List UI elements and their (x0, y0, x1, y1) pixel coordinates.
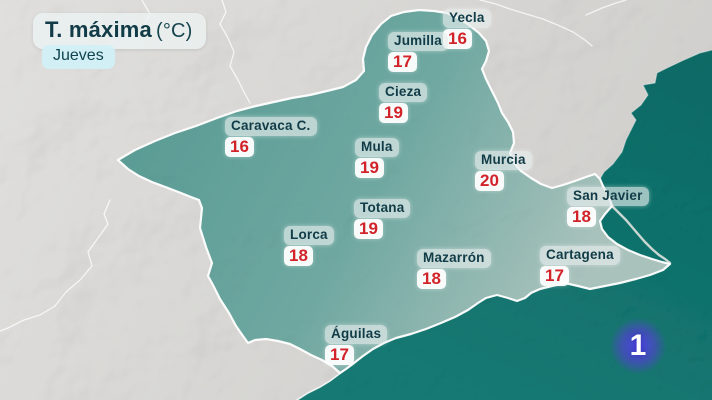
coastline-north (599, 49, 712, 180)
la-manga-strip (610, 204, 672, 265)
city-label-lorca: Lorca 18 (284, 226, 334, 266)
city-temp-badge: 16 (225, 136, 254, 157)
city-name: Yecla (443, 9, 491, 28)
city-temp-badge: 16 (443, 28, 472, 49)
city-temp-badge: 19 (355, 157, 384, 178)
map-title-pill: T. máxima (°C) (33, 13, 206, 49)
city-name: Murcia (475, 151, 532, 170)
city-name: Cieza (379, 83, 428, 102)
city-temp-badge: 19 (354, 218, 383, 239)
city-label-cartagena: Cartagena 17 (540, 246, 620, 286)
city-label-totana: Totana 19 (354, 199, 411, 239)
city-name: San Javier (567, 187, 649, 206)
city-label-caravaca-c: Caravaca C. 16 (225, 117, 317, 157)
city-label-cieza: Cieza 19 (379, 83, 428, 123)
city-temp-badge: 17 (388, 51, 417, 72)
city-label-mula: Mula 19 (355, 138, 399, 178)
forecast-day-pill: Jueves (42, 45, 115, 69)
murcia-region-shape (118, 10, 670, 373)
city-temp-badge: 18 (567, 206, 596, 227)
city-label-jumilla: Jumilla 17 (388, 32, 448, 72)
city-label-murcia: Murcia 20 (475, 151, 532, 191)
city-name: Mazarrón (417, 249, 491, 268)
city-temp-badge: 17 (325, 344, 354, 365)
province-borders (0, 0, 627, 332)
city-name: Cartagena (540, 246, 620, 265)
city-name: Jumilla (388, 32, 448, 51)
forecast-day: Jueves (53, 47, 104, 64)
tve-la1-logo-number: 1 (629, 329, 647, 362)
city-name: Totana (354, 199, 411, 218)
murcia-region-border (116, 8, 672, 375)
city-name: Águilas (325, 325, 388, 344)
city-name: Caravaca C. (225, 117, 317, 136)
city-label-yecla: Yecla 16 (443, 9, 491, 49)
tve-la1-logo: 1 (610, 318, 666, 374)
coastline (296, 362, 355, 400)
city-label-guilas: Águilas 17 (325, 325, 388, 365)
city-name: Mula (355, 138, 399, 157)
city-temp-badge: 19 (379, 102, 408, 123)
city-temp-badge: 17 (540, 265, 569, 286)
city-temp-badge: 20 (475, 170, 504, 191)
city-temp-badge: 18 (284, 245, 313, 266)
city-temp-badge: 18 (417, 268, 446, 289)
city-label-mazarr-n: Mazarrón 18 (417, 249, 491, 289)
city-label-san-javier: San Javier 18 (567, 187, 649, 227)
map-title: T. máxima (45, 17, 152, 42)
sea-shape (297, 50, 712, 400)
city-name: Lorca (284, 226, 334, 245)
map-title-unit: (°C) (155, 20, 193, 42)
